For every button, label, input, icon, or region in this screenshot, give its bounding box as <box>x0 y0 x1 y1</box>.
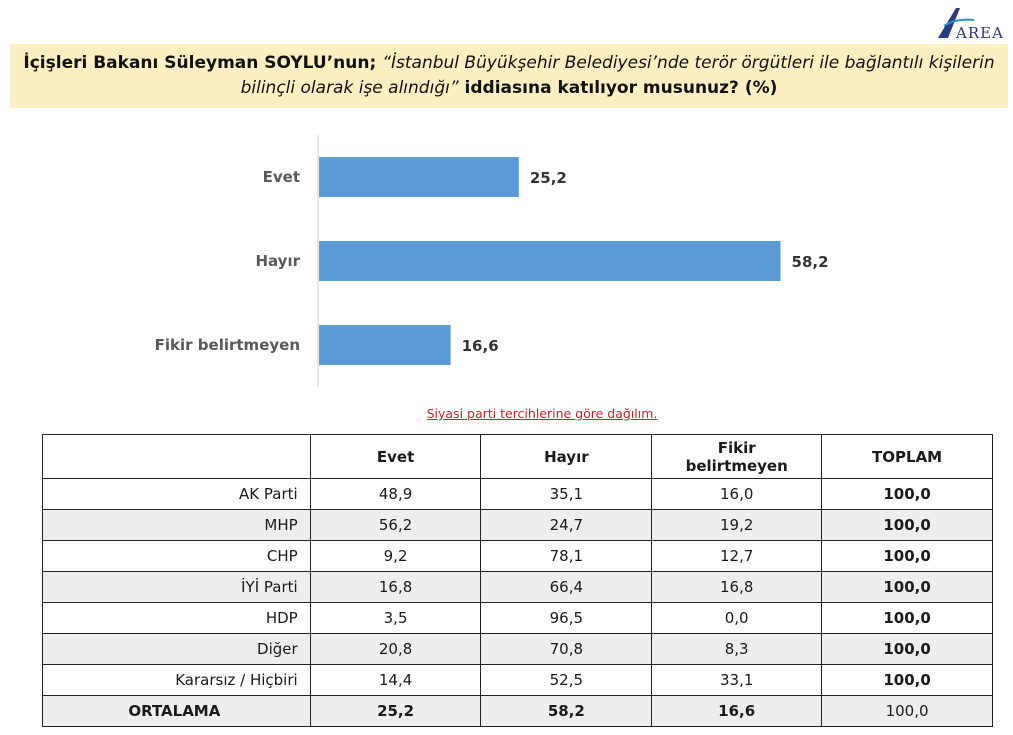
table-row: AK Parti 48,9 35,1 16,0 100,0 <box>42 478 993 510</box>
table-row: HDP 3,5 96,5 0,0 100,0 <box>42 602 993 634</box>
fikir-cell: 12,7 <box>651 540 823 572</box>
evet-cell: 48,9 <box>309 478 482 510</box>
bar <box>319 241 781 281</box>
fikir-cell: 33,1 <box>651 664 823 696</box>
hayir-cell: 78,1 <box>480 540 653 572</box>
header-hayir: Hayır <box>480 434 653 479</box>
party-name-cell: MHP <box>42 509 311 541</box>
fikir-cell: 19,2 <box>651 509 823 541</box>
question-lead: İçişleri Bakanı Süleyman SOYLU’nun; <box>23 53 383 73</box>
evet-cell: 20,8 <box>309 633 482 665</box>
header-fikir: Fikir belirtmeyen <box>651 434 823 479</box>
hayir-cell: 58,2 <box>480 695 653 727</box>
category-label: Hayır <box>255 252 300 270</box>
evet-cell: 16,8 <box>309 571 482 603</box>
header-evet: Evet <box>309 434 482 479</box>
table-row: İYİ Parti 16,8 66,4 16,8 100,0 <box>42 571 993 603</box>
question-banner: İçişleri Bakanı Süleyman SOYLU’nun; “İst… <box>10 44 1008 108</box>
hayir-cell: 96,5 <box>480 602 653 634</box>
toplam-cell: 100,0 <box>821 695 993 727</box>
table-header-row: Evet Hayır Fikir belirtmeyen TOPLAM <box>42 434 993 479</box>
bar-value-label: 16,6 <box>462 337 499 355</box>
bar-chart-svg: Evet 25,2 Hayır 58,2 Fikir belirtmeyen 16,6 <box>155 135 829 387</box>
bar <box>319 325 451 365</box>
fikir-cell: 0,0 <box>651 602 823 634</box>
party-name-cell: İYİ Parti <box>42 571 311 603</box>
average-row: ORTALAMA 25,2 58,2 16,6 100,0 <box>42 695 993 727</box>
hayir-cell: 70,8 <box>480 633 653 665</box>
toplam-cell: 100,0 <box>821 540 993 572</box>
evet-cell: 25,2 <box>309 695 482 727</box>
party-name-cell: ORTALAMA <box>42 695 311 727</box>
area-logo-icon <box>938 8 975 38</box>
evet-cell: 56,2 <box>309 509 482 541</box>
brand-logo: AREA <box>934 4 1008 44</box>
bar-value-label: 25,2 <box>530 169 567 187</box>
evet-cell: 3,5 <box>309 602 482 634</box>
table-body: AK Parti 48,9 35,1 16,0 100,0 MHP 56,2 24,7 19,2… <box>42 478 993 727</box>
evet-cell: 14,4 <box>309 664 482 696</box>
bar-chart: Evet 25,2 Hayır 58,2 Fikir belirtmeyen 16,6 <box>0 130 1013 400</box>
header-toplam: TOPLAM <box>821 434 993 479</box>
table-row: MHP 56,2 24,7 19,2 100,0 <box>42 509 993 541</box>
fikir-cell: 16,0 <box>651 478 823 510</box>
party-breakdown-table: Evet Hayır Fikir belirtmeyen TOPLAM AK P… <box>42 434 993 727</box>
fikir-cell: 16,6 <box>651 695 823 727</box>
party-name-cell: Diğer <box>42 633 311 665</box>
hayir-cell: 52,5 <box>480 664 653 696</box>
hayir-cell: 24,7 <box>480 509 653 541</box>
logo-text: AREA <box>956 24 1004 42</box>
question-tail: iddiasına katılıyor musunuz? (%) <box>458 78 778 98</box>
table-row: Kararsız / Hiçbiri 14,4 52,5 33,1 100,0 <box>42 664 993 696</box>
toplam-cell: 100,0 <box>821 602 993 634</box>
category-label: Evet <box>263 168 300 186</box>
hayir-cell: 66,4 <box>480 571 653 603</box>
table-row: CHP 9,2 78,1 12,7 100,0 <box>42 540 993 572</box>
table-row: Diğer 20,8 70,8 8,3 100,0 <box>42 633 993 665</box>
table-subtitle: Siyasi parti tercihlerine göre dağılım. <box>426 406 658 421</box>
fikir-cell: 8,3 <box>651 633 823 665</box>
party-name-cell: Kararsız / Hiçbiri <box>42 664 311 696</box>
category-label: Fikir belirtmeyen <box>155 336 300 354</box>
toplam-cell: 100,0 <box>821 664 993 696</box>
hayir-cell: 35,1 <box>480 478 653 510</box>
toplam-cell: 100,0 <box>821 509 993 541</box>
party-name-cell: AK Parti <box>42 478 311 510</box>
toplam-cell: 100,0 <box>821 633 993 665</box>
header-fikir-label: Fikir belirtmeyen <box>685 438 788 475</box>
bar-value-label: 58,2 <box>792 253 829 271</box>
question-quote: “İstanbul Büyükşehir Belediyesi’nde terö… <box>240 53 995 98</box>
toplam-cell: 100,0 <box>821 478 993 510</box>
toplam-cell: 100,0 <box>821 571 993 603</box>
evet-cell: 9,2 <box>309 540 482 572</box>
bar <box>319 157 519 197</box>
fikir-cell: 16,8 <box>651 571 823 603</box>
party-name-cell: HDP <box>42 602 311 634</box>
header-party <box>42 434 311 479</box>
party-name-cell: CHP <box>42 540 311 572</box>
